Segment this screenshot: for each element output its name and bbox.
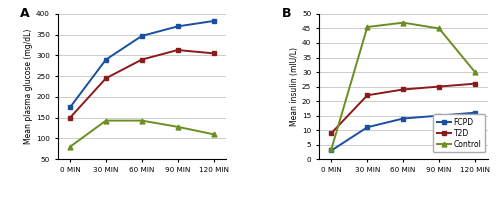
Control xyxy=(364,26,370,28)
Control xyxy=(472,71,478,73)
FCPD xyxy=(103,58,109,61)
Control xyxy=(103,119,109,122)
T2D xyxy=(400,88,406,91)
T2D xyxy=(174,49,180,51)
Line: FCPD: FCPD xyxy=(68,19,216,110)
FCPD xyxy=(400,117,406,120)
Text: B: B xyxy=(282,7,292,20)
T2D xyxy=(67,116,73,119)
Control xyxy=(210,133,216,136)
Line: Control: Control xyxy=(329,20,478,151)
Y-axis label: Mean plasma glucose (mg/dL): Mean plasma glucose (mg/dL) xyxy=(24,29,33,144)
Control xyxy=(139,119,145,122)
Text: A: A xyxy=(20,7,30,20)
Line: T2D: T2D xyxy=(68,48,216,120)
T2D xyxy=(139,58,145,61)
Y-axis label: Mean insulin (mIU/L): Mean insulin (mIU/L) xyxy=(290,47,299,126)
FCPD xyxy=(139,35,145,37)
FCPD xyxy=(67,106,73,108)
FCPD xyxy=(210,20,216,22)
T2D xyxy=(328,132,334,134)
Control xyxy=(400,21,406,24)
Control xyxy=(67,145,73,148)
Line: Control: Control xyxy=(68,118,216,149)
Control xyxy=(436,27,442,30)
FCPD xyxy=(174,25,180,28)
FCPD xyxy=(472,111,478,114)
Line: T2D: T2D xyxy=(329,81,478,136)
T2D xyxy=(103,77,109,79)
Control xyxy=(174,126,180,128)
T2D xyxy=(210,52,216,55)
FCPD xyxy=(436,114,442,117)
Control xyxy=(328,148,334,150)
T2D xyxy=(364,94,370,97)
T2D xyxy=(436,85,442,88)
FCPD xyxy=(328,149,334,152)
Line: FCPD: FCPD xyxy=(329,110,478,153)
FCPD xyxy=(364,126,370,128)
T2D xyxy=(472,82,478,85)
Legend: FCPD, T2D, Control: FCPD, T2D, Control xyxy=(433,114,486,152)
